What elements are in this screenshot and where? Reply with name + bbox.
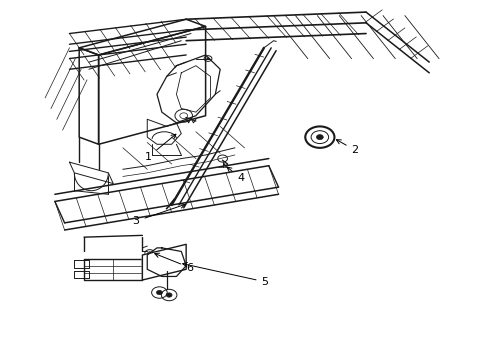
Circle shape <box>203 56 211 62</box>
Polygon shape <box>84 258 142 280</box>
Text: 2: 2 <box>336 140 358 155</box>
Circle shape <box>156 291 162 295</box>
Circle shape <box>147 252 151 255</box>
Circle shape <box>316 135 323 140</box>
Text: 3: 3 <box>132 204 184 226</box>
Text: 6: 6 <box>154 253 193 273</box>
Text: 4: 4 <box>226 167 244 183</box>
Circle shape <box>166 293 172 297</box>
Polygon shape <box>142 244 186 280</box>
Circle shape <box>164 260 169 264</box>
Text: 5: 5 <box>182 262 268 287</box>
Text: 1: 1 <box>144 134 176 162</box>
Circle shape <box>206 58 209 60</box>
